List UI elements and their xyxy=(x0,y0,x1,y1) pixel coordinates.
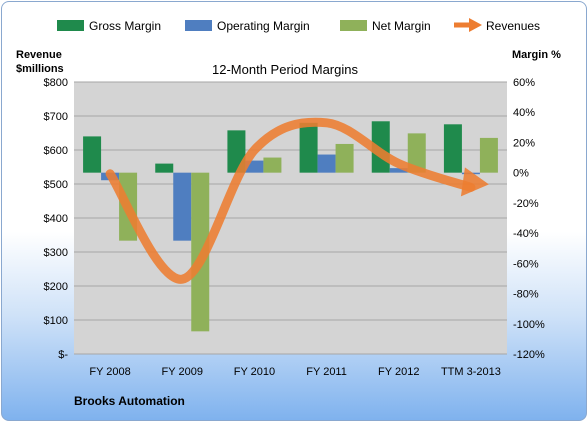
tick-labels: $- $100 $200 $300 $400 $500 $600 $700 $800 -120% -… xyxy=(44,77,546,378)
y-right-tick-label: -40% xyxy=(513,228,539,240)
y-left-tick-label: $200 xyxy=(44,281,68,293)
y-left-tick-label: $800 xyxy=(44,77,68,89)
x-tick-label: FY 2012 xyxy=(378,366,419,378)
x-tick-label: FY 2011 xyxy=(306,366,347,378)
bar-net-margin xyxy=(263,157,282,173)
y-right-tick-label: -80% xyxy=(513,289,539,301)
legend-swatch xyxy=(340,20,367,31)
y-left-tick-label: $400 xyxy=(44,213,68,225)
x-tick-label: FY 2010 xyxy=(234,366,275,378)
x-tick-label: FY 2009 xyxy=(162,366,203,378)
revenue-line xyxy=(105,117,476,284)
y-right-tick-label: -120% xyxy=(513,349,545,361)
bar-operating-margin xyxy=(317,154,336,173)
y-right-tick-label: 20% xyxy=(513,137,535,149)
y-right-tick-label: 0% xyxy=(513,168,529,180)
y-right-tick-label: -20% xyxy=(513,198,539,210)
legend-label: Net Margin xyxy=(372,19,431,33)
bar-net-margin xyxy=(407,133,426,173)
legend: Gross Margin Operating Margin Net Margin Re… xyxy=(57,18,540,33)
company-name: Brooks Automation xyxy=(74,394,185,408)
bar-operating-margin xyxy=(173,172,192,241)
legend-label: Revenues xyxy=(486,19,540,33)
y-left-tick-label: $- xyxy=(58,349,68,361)
revenue-line-group xyxy=(105,117,489,284)
y-left-tick-label: $600 xyxy=(44,145,68,157)
chart-title: 12-Month Period Margins xyxy=(212,62,358,77)
y-right-tick-label: -60% xyxy=(513,258,539,270)
legend-label: Operating Margin xyxy=(217,19,310,33)
revenue-arrowhead xyxy=(460,167,489,197)
y-left-tick-label: $300 xyxy=(44,247,68,259)
y-right-tick-label: 40% xyxy=(513,107,535,119)
bar-gross-margin xyxy=(443,124,462,173)
y-right-tick-label: -100% xyxy=(513,319,545,331)
bar-operating-margin xyxy=(389,168,408,173)
x-tick-label: FY 2008 xyxy=(89,366,130,378)
legend-swatch xyxy=(57,20,84,31)
legend-label: Gross Margin xyxy=(89,19,161,33)
bar-net-margin xyxy=(335,143,354,173)
gridlines xyxy=(74,81,507,355)
bar-gross-margin xyxy=(155,163,174,173)
y-left-tick-label: $100 xyxy=(44,315,68,327)
bar-gross-margin xyxy=(299,122,318,173)
y-right-tick-label: 60% xyxy=(513,77,535,89)
bar-gross-margin xyxy=(83,136,102,173)
y-right-label: Margin % xyxy=(512,49,561,61)
legend-swatch xyxy=(185,20,212,31)
legend-arrow xyxy=(469,18,482,32)
y-left-label-line2: $millions xyxy=(16,63,64,75)
y-left-tick-label: $500 xyxy=(44,179,68,191)
x-tick-label: TTM 3-2013 xyxy=(441,366,501,378)
bar-net-margin xyxy=(479,137,498,173)
y-left-label-line1: Revenue xyxy=(16,49,62,61)
y-left-tick-label: $700 xyxy=(44,111,68,123)
